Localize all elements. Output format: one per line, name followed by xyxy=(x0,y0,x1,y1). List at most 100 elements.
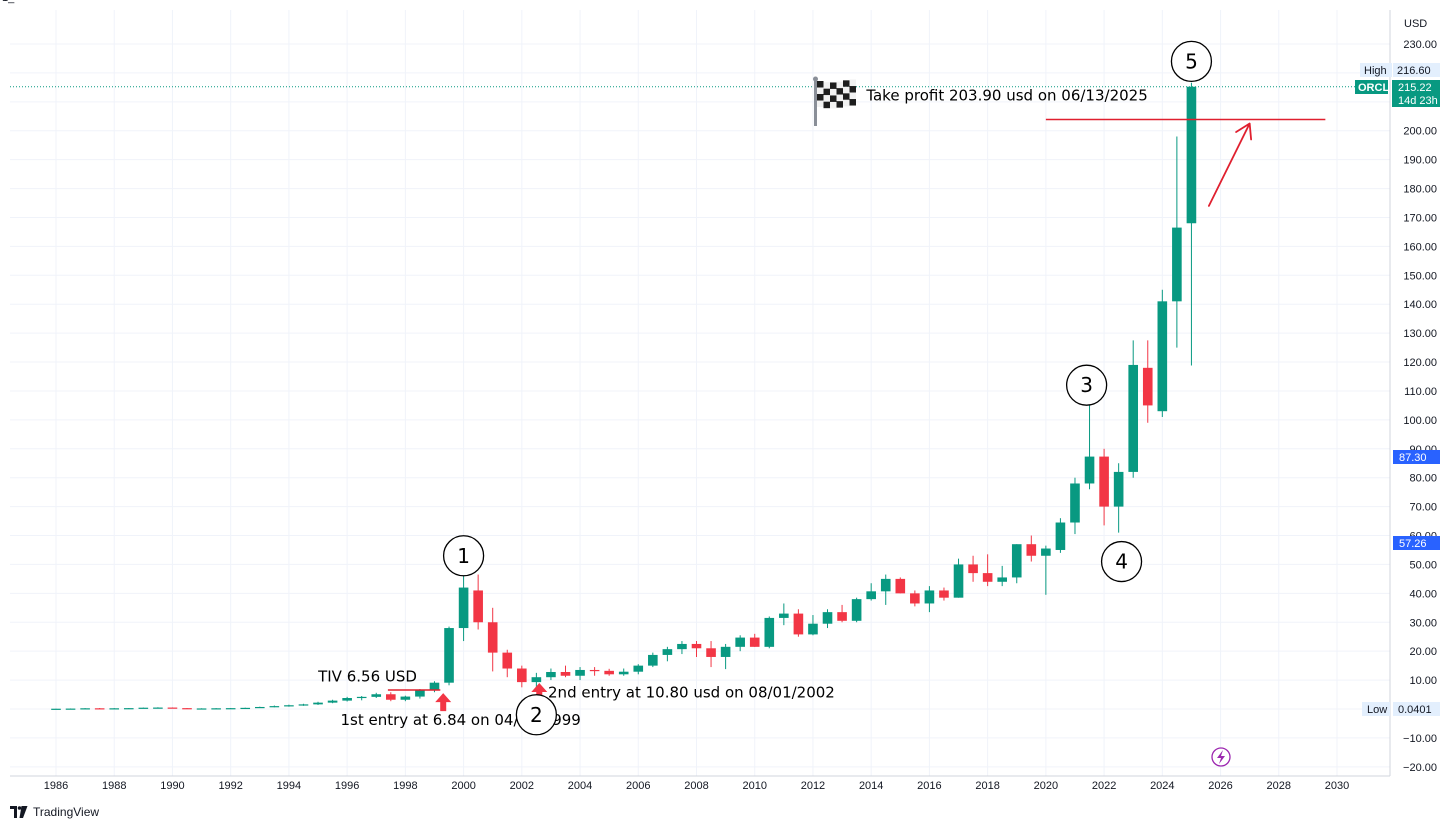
x-tick-label: 2026 xyxy=(1208,780,1232,792)
candle-body xyxy=(138,707,149,709)
candle xyxy=(677,641,687,655)
candle-body xyxy=(1070,483,1080,523)
y-tick-label: 40.00 xyxy=(1409,588,1437,600)
high-label-badge xyxy=(1360,63,1392,77)
y-tick-label: 170.00 xyxy=(1403,212,1437,224)
candle-body xyxy=(1186,86,1197,224)
candle-body xyxy=(196,708,207,710)
candle-body xyxy=(356,696,367,699)
candle-body xyxy=(1055,522,1066,550)
wave-label-5[interactable]: 5 xyxy=(1170,40,1213,82)
candle-body xyxy=(1084,456,1095,484)
wave-label-1[interactable]: 1 xyxy=(442,535,485,577)
x-tick-label: 1998 xyxy=(393,780,417,792)
annotations-layer: Take profit 203.90 usd on 06/13/2025 TIV… xyxy=(10,40,1390,767)
candle xyxy=(473,574,483,630)
candle xyxy=(1099,448,1109,526)
candle-body xyxy=(618,671,629,675)
y-tick-label: 100.00 xyxy=(1403,415,1437,427)
tradingview-logo-icon[interactable] xyxy=(10,806,28,818)
candle-body xyxy=(65,708,76,710)
x-tick-label: 2006 xyxy=(626,780,650,792)
candle xyxy=(793,609,804,637)
candle xyxy=(589,667,600,676)
candle xyxy=(720,643,731,670)
candle-body xyxy=(779,613,789,618)
candle xyxy=(735,635,745,652)
x-tick-label: 2004 xyxy=(568,780,592,792)
candle xyxy=(749,633,760,647)
wave-number: 4 xyxy=(1115,550,1128,574)
x-tick-label: 2010 xyxy=(742,780,766,792)
lightning-icon[interactable] xyxy=(1211,747,1231,767)
level-value-1: 87.30 xyxy=(1399,452,1427,464)
x-tick-label: 2000 xyxy=(451,780,475,792)
candle xyxy=(254,706,265,709)
wave-label-3[interactable]: 3 xyxy=(1065,364,1108,406)
candle-body xyxy=(109,708,120,710)
wave-label-2[interactable]: 2 xyxy=(515,694,558,736)
wave-number: 1 xyxy=(457,544,470,568)
candle-body xyxy=(298,704,309,706)
candle-body xyxy=(167,707,178,709)
candle-body xyxy=(793,613,804,635)
candle-body xyxy=(487,622,498,653)
candle xyxy=(953,558,964,598)
candle-body xyxy=(313,702,323,705)
candle xyxy=(546,668,556,681)
wave-label-4[interactable]: 4 xyxy=(1100,540,1143,583)
first-entry-arrow-icon[interactable] xyxy=(435,693,452,712)
candle xyxy=(1011,544,1022,584)
candle xyxy=(182,707,192,710)
candles xyxy=(51,82,1197,710)
candle-body xyxy=(429,682,440,690)
candle-body xyxy=(342,698,352,701)
candle-body xyxy=(473,590,483,623)
second-entry-arrow-icon[interactable] xyxy=(531,682,548,701)
x-axis: 1986 1988 1990 1992 1994 1996 1998 2000 2002 2004… xyxy=(10,775,1390,792)
low-value-badge xyxy=(1393,702,1440,716)
candle xyxy=(313,701,323,705)
candle-body xyxy=(837,612,847,621)
candle xyxy=(65,708,76,710)
candle-body xyxy=(502,652,513,669)
candle-body xyxy=(851,599,862,621)
candle-body xyxy=(240,707,251,710)
candle xyxy=(618,668,629,676)
candle xyxy=(560,665,571,678)
candle-body xyxy=(211,708,221,710)
y-tick-label: 160.00 xyxy=(1403,241,1437,253)
candle-body xyxy=(604,670,614,675)
footer: TradingView xyxy=(10,805,99,819)
x-tick-label: 1992 xyxy=(218,780,242,792)
tradingview-brand[interactable]: TradingView xyxy=(33,805,100,819)
currency-label[interactable]: USD xyxy=(1404,18,1427,30)
candle xyxy=(298,703,309,706)
candle xyxy=(982,554,993,587)
candle-body xyxy=(1026,544,1037,556)
candle xyxy=(356,695,367,701)
candle-body xyxy=(458,587,469,629)
candle-body xyxy=(415,689,425,697)
candle-body xyxy=(939,590,949,598)
candle xyxy=(123,707,134,710)
candle-body xyxy=(371,694,382,697)
take-profit-arrow[interactable] xyxy=(1208,122,1253,207)
candle-body xyxy=(735,637,745,647)
bar-countdown: 14d 23h xyxy=(1398,95,1438,107)
candle xyxy=(1041,545,1051,595)
x-tick-label: 2012 xyxy=(801,780,825,792)
candle-body xyxy=(706,648,716,657)
candle-body xyxy=(546,671,556,678)
candle-body xyxy=(808,623,818,635)
x-tick-label: 2016 xyxy=(917,780,941,792)
candle-body xyxy=(123,708,134,710)
candle xyxy=(706,641,716,668)
candle xyxy=(167,707,178,709)
y-tick-label: 190.00 xyxy=(1403,155,1437,167)
y-tick-label: 130.00 xyxy=(1403,328,1437,340)
candle-body xyxy=(924,590,935,604)
price-axis-badges: USD High 216.60 ORCL 215.22 14d 23h 87.3… xyxy=(1355,18,1440,716)
candle xyxy=(808,615,818,636)
